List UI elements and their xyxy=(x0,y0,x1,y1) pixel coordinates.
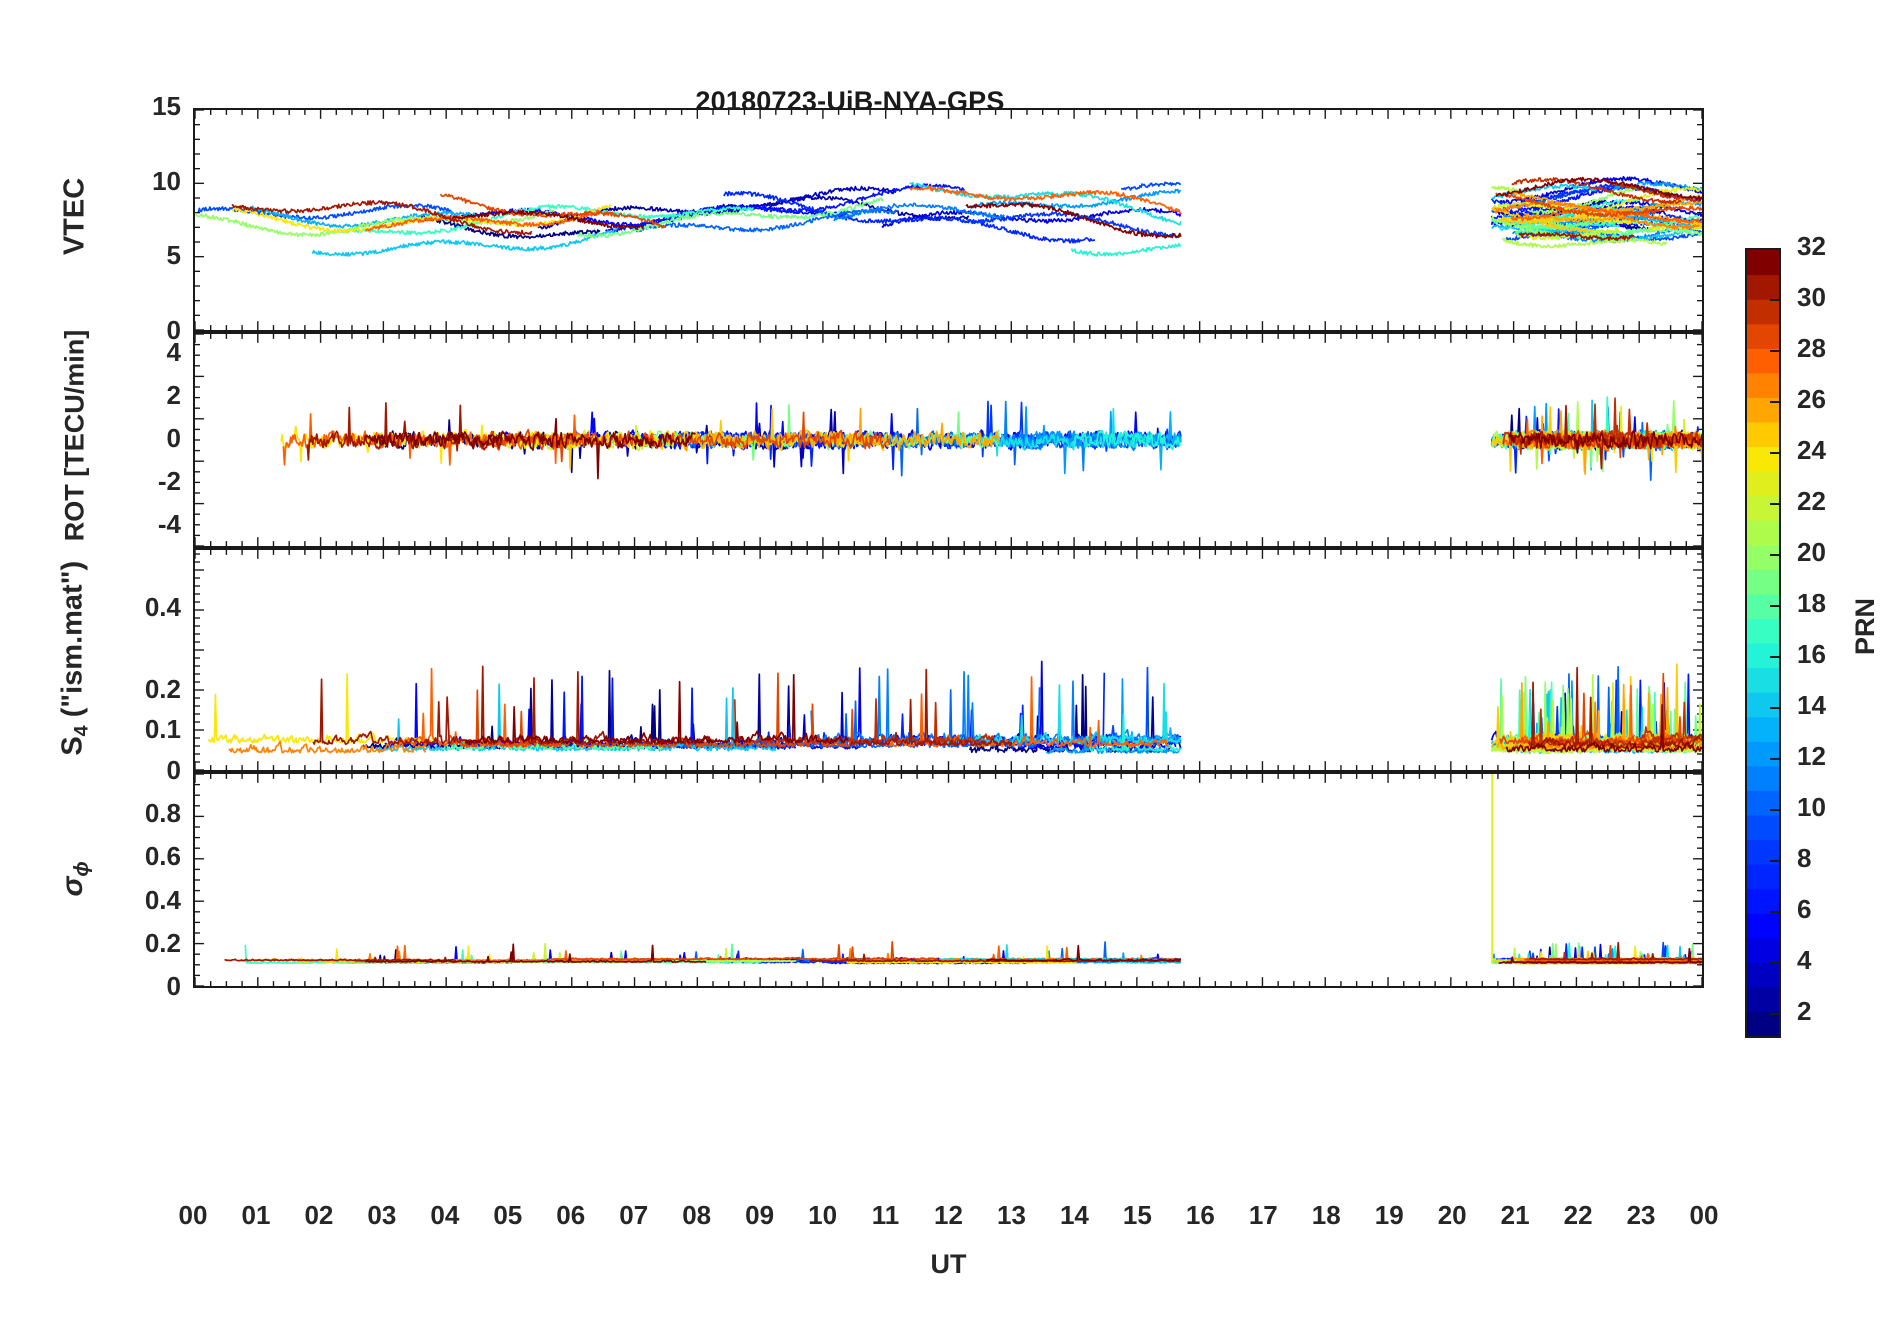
y-axis-label-sigma_phi: σϕ xyxy=(56,729,94,1029)
y-tick-rot-2: 0 xyxy=(166,423,181,453)
colorbar-tick-10: 12 xyxy=(1797,740,1826,771)
colorbar-tickmark-11 xyxy=(1770,808,1779,811)
x-tick-4: 04 xyxy=(430,1200,460,1230)
colorbar-tick-3: 26 xyxy=(1797,383,1826,414)
colorbar-tickmark-7 xyxy=(1770,604,1779,607)
y-tick-sigma_phi-2: 0.4 xyxy=(144,884,181,915)
x-tick-13: 13 xyxy=(996,1200,1026,1230)
x-tick-22: 22 xyxy=(1563,1200,1593,1230)
colorbar-tickmark-15 xyxy=(1770,1012,1779,1015)
y-tick-vtec-1: 5 xyxy=(166,240,181,271)
colorbar-tick-13: 6 xyxy=(1797,893,1812,924)
plot-panel-rot xyxy=(193,332,1704,548)
colorbar-tickmark-8 xyxy=(1770,655,1779,658)
y-tick-rot-4: 4 xyxy=(166,336,181,367)
colorbar-tick-6: 20 xyxy=(1797,536,1826,567)
plot-panel-vtec xyxy=(193,108,1704,332)
y-tick-s4-3: 0.4 xyxy=(144,592,181,623)
colorbar-tickmark-12 xyxy=(1770,859,1779,862)
colorbar-tickmark-2 xyxy=(1770,349,1779,352)
x-tick-5: 05 xyxy=(493,1200,523,1230)
colorbar-tick-0: 32 xyxy=(1797,231,1826,261)
colorbar-label: PRN xyxy=(1850,597,1881,656)
colorbar-tickmark-13 xyxy=(1770,910,1779,913)
colorbar-tickmark-5 xyxy=(1770,502,1779,505)
x-axis-label: UT xyxy=(930,1249,967,1279)
x-tick-21: 21 xyxy=(1500,1200,1530,1230)
x-tick-12: 12 xyxy=(934,1200,963,1230)
x-tick-2: 02 xyxy=(304,1200,334,1230)
x-tick-23: 23 xyxy=(1626,1200,1656,1230)
y-tick-s4-0: 0 xyxy=(166,755,181,785)
colorbar-tickmark-3 xyxy=(1770,400,1779,403)
colorbar-tick-5: 22 xyxy=(1797,485,1826,516)
x-tick-18: 18 xyxy=(1311,1200,1341,1230)
x-tick-1: 01 xyxy=(241,1200,271,1230)
colorbar-tick-14: 4 xyxy=(1797,944,1812,975)
colorbar-tick-15: 2 xyxy=(1797,995,1812,1026)
plot-panel-sigma_phi xyxy=(193,772,1704,988)
x-tick-24: 00 xyxy=(1689,1200,1719,1230)
y-tick-sigma_phi-3: 0.6 xyxy=(144,841,181,872)
y-tick-rot-1: -2 xyxy=(157,466,181,497)
colorbar-tick-12: 8 xyxy=(1797,842,1812,873)
x-tick-3: 03 xyxy=(367,1200,397,1230)
colorbar-tickmark-9 xyxy=(1770,706,1779,709)
y-tick-sigma_phi-0: 0 xyxy=(166,971,181,1001)
colorbar-tickmark-10 xyxy=(1770,757,1779,760)
y-tick-rot-3: 2 xyxy=(166,379,181,410)
colorbar-tick-8: 16 xyxy=(1797,638,1826,669)
colorbar-tick-4: 24 xyxy=(1797,434,1826,465)
x-tick-7: 07 xyxy=(619,1200,649,1230)
x-tick-19: 19 xyxy=(1374,1200,1404,1230)
colorbar-tick-1: 30 xyxy=(1797,281,1826,312)
x-tick-6: 06 xyxy=(556,1200,586,1230)
y-tick-sigma_phi-4: 0.8 xyxy=(144,798,181,829)
x-tick-16: 16 xyxy=(1185,1200,1215,1230)
y-tick-vtec-0: 0 xyxy=(166,315,181,345)
x-tick-20: 20 xyxy=(1437,1200,1467,1230)
colorbar-tickmark-0 xyxy=(1770,248,1779,250)
colorbar xyxy=(1745,248,1781,1038)
x-tick-17: 17 xyxy=(1248,1200,1278,1230)
x-tick-0: 00 xyxy=(178,1200,208,1230)
y-tick-vtec-3: 15 xyxy=(152,91,181,121)
y-tick-vtec-2: 10 xyxy=(152,165,181,196)
colorbar-tick-2: 28 xyxy=(1797,332,1826,363)
colorbar-tickmark-1 xyxy=(1770,298,1779,301)
plot-panel-s4 xyxy=(193,548,1704,772)
x-tick-10: 10 xyxy=(808,1200,838,1230)
y-tick-sigma_phi-1: 0.2 xyxy=(144,927,181,958)
y-axis-label-sigma: σ xyxy=(56,876,90,897)
colorbar-tick-11: 10 xyxy=(1797,791,1826,822)
x-tick-14: 14 xyxy=(1059,1200,1089,1230)
y-tick-s4-1: 0.1 xyxy=(144,714,181,745)
x-tick-8: 08 xyxy=(682,1200,712,1230)
colorbar-tick-9: 14 xyxy=(1797,689,1826,720)
y-axis-label-s4-rest: ("ism.mat") xyxy=(56,560,89,726)
x-tick-9: 09 xyxy=(745,1200,775,1230)
colorbar-tickmark-6 xyxy=(1770,553,1779,556)
colorbar-tickmark-14 xyxy=(1770,961,1779,964)
colorbar-tickmark-4 xyxy=(1770,451,1779,454)
colorbar-tick-7: 18 xyxy=(1797,587,1826,618)
x-tick-15: 15 xyxy=(1122,1200,1152,1230)
y-tick-rot-0: -4 xyxy=(157,509,181,540)
y-tick-s4-2: 0.2 xyxy=(144,673,181,704)
y-axis-label-phi: ϕ xyxy=(70,861,93,877)
x-tick-11: 11 xyxy=(871,1200,900,1230)
